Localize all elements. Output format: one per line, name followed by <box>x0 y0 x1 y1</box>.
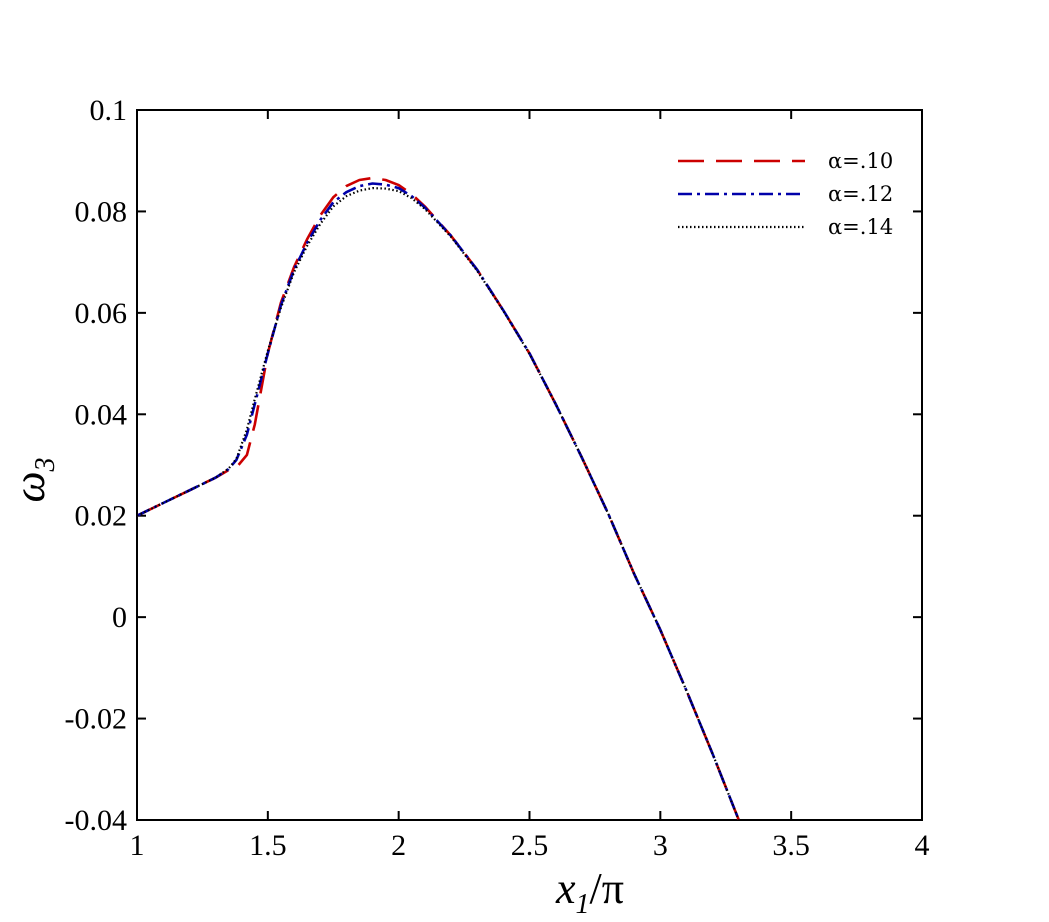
y-axis-variable: ω <box>5 471 54 502</box>
x-tick-label: 1 <box>130 829 145 862</box>
legend-label: α=.14 <box>828 215 893 239</box>
x-axis-title: x1/π <box>555 864 624 920</box>
y-tick-label: 0.04 <box>75 398 128 431</box>
y-axis-subscript: 3 <box>30 457 61 472</box>
x-axis-subscript: 1 <box>576 889 590 920</box>
legend-label: α=.12 <box>828 182 893 206</box>
x-tick-label: 4 <box>915 829 930 862</box>
y-tick-label: 0 <box>112 601 127 634</box>
x-tick-labels: 1 1.5 2 2.5 3 3.5 4 <box>130 829 930 862</box>
legend-label: α=.10 <box>828 149 893 173</box>
y-tick-label: 0.02 <box>75 500 128 533</box>
y-axis-title: ω3 <box>5 457 61 502</box>
legend: α=.10 α=.12 α=.14 <box>678 149 893 239</box>
x-axis-variable: x <box>555 864 576 913</box>
x-tick-label: 3 <box>653 829 668 862</box>
series-lines <box>137 176 741 820</box>
x-tick-label: 2.5 <box>511 829 549 862</box>
y-tick-label: -0.02 <box>65 703 128 736</box>
series-line <box>137 176 741 820</box>
y-tick-label: 0.1 <box>90 94 128 127</box>
y-tick-label: 0.08 <box>75 195 128 228</box>
x-axis-suffix: /π <box>590 864 624 913</box>
series-line <box>137 187 740 820</box>
y-tick-label: 0.06 <box>75 297 128 330</box>
x-tick-label: 2 <box>391 829 406 862</box>
series-line <box>137 182 741 820</box>
x-tick-label: 3.5 <box>772 829 810 862</box>
y-tick-labels: -0.04 -0.02 0 0.02 0.04 0.06 0.08 0.1 <box>65 94 128 837</box>
x-tick-label: 1.5 <box>249 829 287 862</box>
y-tick-label: -0.04 <box>65 804 128 837</box>
tick-marks <box>136 109 923 821</box>
plot-area <box>136 109 923 821</box>
